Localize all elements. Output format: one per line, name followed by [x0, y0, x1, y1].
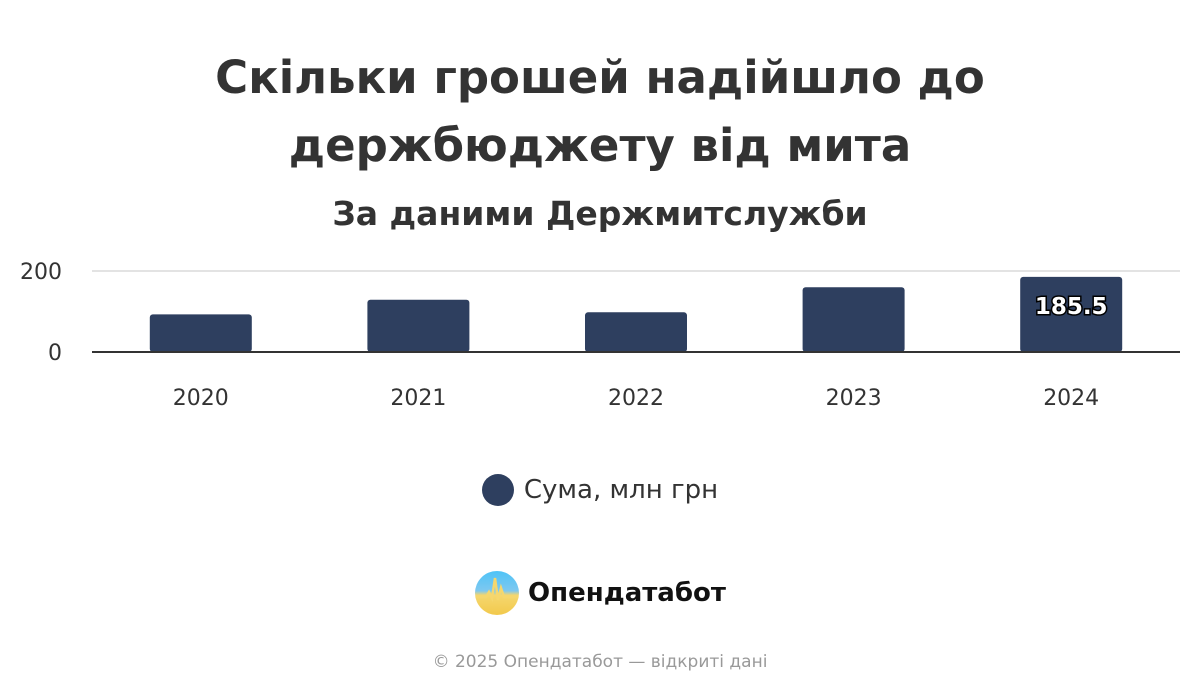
title-line-1: Скільки грошей надійшло до: [215, 51, 985, 104]
legend[interactable]: Сума, млн грн: [0, 474, 1200, 506]
bar-chart: 0 200 2020 2021 2022 2023 2024 185.5: [20, 260, 1180, 411]
bar-2022[interactable]: [585, 312, 687, 352]
footer-copyright: © 2025 Опендатабот — відкриті дані: [432, 652, 768, 672]
logo-text: Опендатабот: [528, 578, 726, 608]
x-tick-label: 2022: [608, 386, 664, 411]
chart-title: Скільки грошей надійшло до держбюджету в…: [0, 44, 1200, 180]
y-tick-label: 0: [48, 341, 62, 366]
y-tick-label: 200: [20, 260, 62, 285]
chart-subtitle: За даними Держмитслужби: [332, 194, 868, 233]
logo-icon: [475, 571, 520, 615]
x-tick-label: 2024: [1043, 386, 1099, 411]
x-tick-label: 2020: [173, 386, 229, 411]
x-tick-label: 2021: [390, 386, 446, 411]
x-tick-label: 2023: [826, 386, 882, 411]
bar-2023[interactable]: [802, 287, 905, 352]
bar-2021[interactable]: [367, 299, 470, 352]
legend-marker: [481, 474, 514, 506]
title-line-2: держбюджету від мита: [288, 119, 912, 172]
legend-label: Сума, млн грн: [523, 475, 719, 505]
bar-2020[interactable]: [149, 314, 252, 352]
opendatabot-logo: Опендатабот: [0, 570, 1200, 616]
bar-2024[interactable]: [1020, 276, 1123, 352]
data-label: 185.5: [1035, 294, 1108, 320]
